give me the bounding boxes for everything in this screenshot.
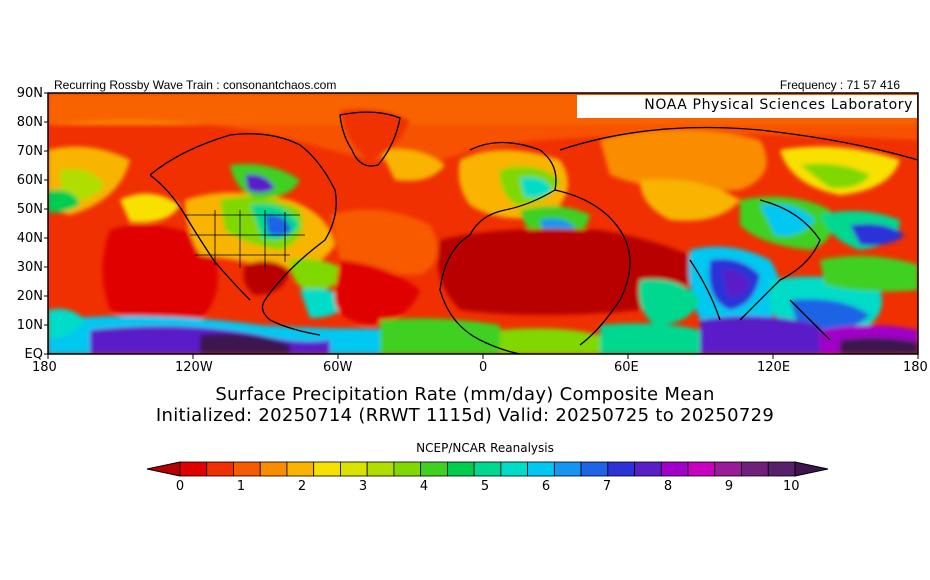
- colorbar-tick-label: 7: [602, 479, 612, 494]
- precip-field: [48, 93, 918, 354]
- colorbar-swatch: [206, 461, 234, 477]
- lon-label: 120W: [175, 360, 213, 375]
- chart-subtitle: Initialized: 20250714 (RRWT 1115d) Valid…: [155, 405, 775, 426]
- colorbar-swatch: [286, 461, 315, 477]
- lat-label: 30N: [16, 260, 43, 275]
- lat-label: 50N: [16, 202, 43, 217]
- colorbar-swatch: [473, 461, 502, 477]
- chart-title: Surface Precipitation Rate (mm/day) Comp…: [215, 384, 715, 405]
- colorbar-swatch: [420, 461, 448, 477]
- lat-label: 40N: [16, 231, 43, 246]
- lat-label: 10N: [16, 318, 43, 333]
- colorbar-swatch: [687, 461, 716, 477]
- lon-label: 120E: [757, 360, 791, 375]
- lat-ticks: [44, 92, 48, 355]
- colorbar-swatch: [179, 461, 208, 477]
- lat-label: 80N: [16, 115, 43, 130]
- colorbar-swatch: [607, 461, 635, 477]
- coastlines: [149, 111, 918, 354]
- lon-label: 60E: [614, 360, 639, 375]
- colorbar: [146, 461, 829, 477]
- lat-label: EQ: [24, 347, 43, 362]
- lon-label: 180: [32, 360, 57, 375]
- header-right-text: Frequency : 71 57 416: [779, 78, 900, 92]
- colorbar-tick-label: 2: [297, 479, 307, 494]
- colorbar-tick-label: 1: [236, 479, 246, 494]
- colorbar-tick-label: 8: [663, 479, 673, 494]
- colorbar-swatch: [580, 461, 609, 477]
- colorbar-swatch: [741, 461, 769, 477]
- colorbar-over-triangle: [794, 461, 829, 477]
- lon-label: 180: [903, 360, 928, 375]
- lab-label: NOAA Physical Sciences Laboratory: [577, 95, 917, 118]
- colorbar-tick-label: 5: [480, 479, 490, 494]
- lon-label: 0: [479, 360, 488, 375]
- lat-label: 90N: [16, 86, 43, 101]
- colorbar-swatch: [340, 461, 368, 477]
- lon-label: 60W: [323, 360, 353, 375]
- colorbar-tick-label: 6: [541, 479, 551, 494]
- colorbar-swatch: [714, 461, 742, 477]
- colorbar-tick-label: 0: [175, 479, 185, 494]
- colorbar-tick-label: 10: [783, 479, 800, 494]
- colorbar-swatch: [527, 461, 555, 477]
- colorbar-swatch: [259, 461, 288, 477]
- lat-label: 70N: [16, 144, 43, 159]
- colorbar-labels: 0 1 2 3 4 5 6 7 8 9 10: [0, 479, 930, 497]
- colorbar-swatch: [233, 461, 261, 477]
- colorbar-tick-label: 3: [358, 479, 368, 494]
- colorbar-swatch: [660, 461, 689, 477]
- colorbar-swatch: [366, 461, 395, 477]
- colorbar-swatch: [393, 461, 422, 477]
- colorbar-swatch: [767, 461, 796, 477]
- lat-label: 20N: [16, 289, 43, 304]
- lon-ticks: [47, 354, 919, 359]
- data-source-label: NCEP/NCAR Reanalysis: [416, 441, 554, 455]
- colorbar-swatch: [634, 461, 662, 477]
- header-left-text: Recurring Rossby Wave Train : consonantc…: [54, 78, 337, 92]
- colorbar-swatch: [446, 461, 475, 477]
- colorbar-tick-label: 4: [419, 479, 429, 494]
- lat-label: 60N: [16, 173, 43, 188]
- colorbar-swatch: [500, 461, 529, 477]
- colorbar-swatch: [553, 461, 582, 477]
- colorbar-under-triangle: [146, 461, 181, 477]
- colorbar-tick-label: 9: [724, 479, 734, 494]
- colorbar-swatch: [313, 461, 341, 477]
